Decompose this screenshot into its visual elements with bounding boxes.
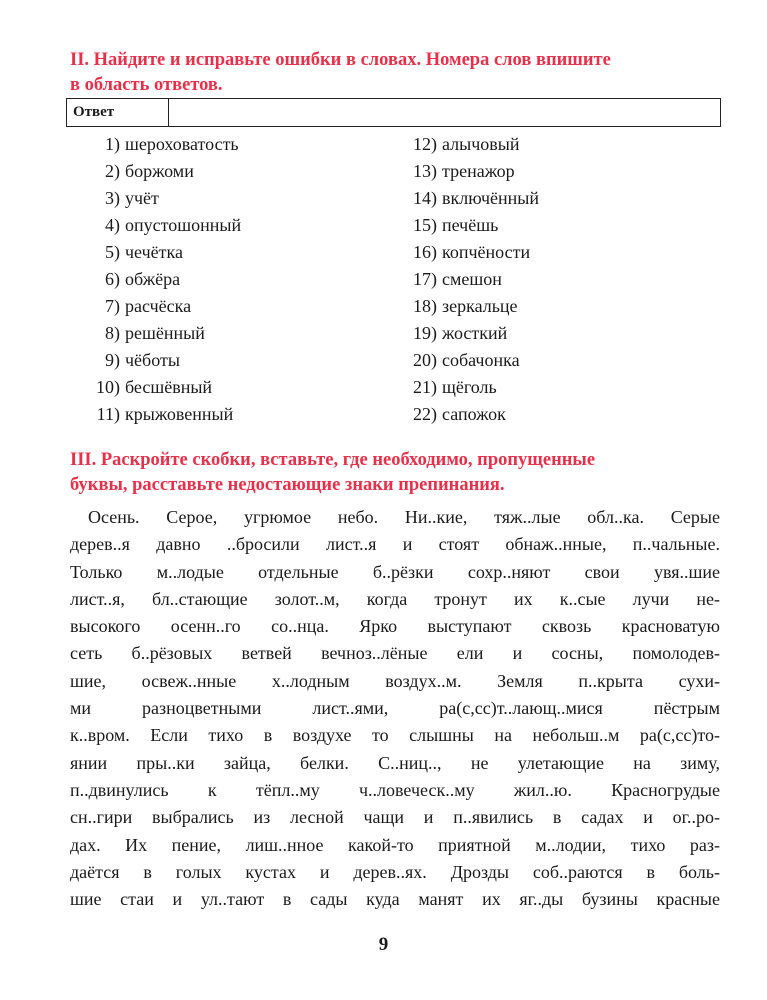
list-item: 17) смешон	[395, 266, 539, 293]
title-line: II. Найдите и исправьте ошибки в словах.…	[70, 50, 611, 70]
exercise-text: Осень. Серое, угрюмое небо. Ни..кие, тяж…	[70, 504, 720, 913]
list-item: 13) тренажор	[395, 158, 539, 185]
item-word: опустошонный	[125, 215, 242, 235]
answer-label: Ответ	[67, 99, 169, 126]
page-number: 9	[378, 934, 389, 956]
item-number: 17)	[413, 269, 437, 289]
item-word: смешон	[442, 269, 502, 289]
item-word: зеркальце	[442, 296, 518, 316]
title-line: буквы, расставьте недостающие знаки преп…	[70, 475, 505, 495]
list-item: 11) крыжовенный	[70, 401, 395, 428]
text-line: дах. Их пение, лиш..нное какой-то приятн…	[70, 834, 720, 855]
text-line: лист..я, бл..стающие золот..м, когда тро…	[70, 588, 720, 609]
page: II. Найдите и исправьте ошибки в словах.…	[0, 48, 767, 956]
text-line: сн..гири выбрались из лесной чащи и п..я…	[70, 807, 720, 828]
item-word: крыжовенный	[125, 404, 234, 424]
item-number: 11)	[96, 404, 120, 424]
text-line: ми разноцветными лист..ями, ра(с,сс)т..л…	[70, 698, 720, 719]
item-number: 10)	[96, 377, 120, 397]
item-word: чёботы	[125, 350, 180, 370]
item-number: 20)	[413, 350, 437, 370]
item-word: решённый	[125, 323, 205, 343]
text-line: п..двинулись к тёпл..му ч..ловеческ..му …	[70, 779, 720, 800]
title-line: в область ответов.	[70, 75, 223, 95]
answer-box: Ответ	[66, 98, 721, 127]
list-item: 16) копчёности	[395, 239, 539, 266]
list-item: 7) расчёска	[70, 293, 395, 320]
item-word: печёшь	[442, 215, 499, 235]
text-line: Осень. Серое, угрюмое небо. Ни..кие, тяж…	[88, 507, 720, 527]
section-3-title: III. Раскройте скобки, вставьте, где нео…	[70, 448, 725, 498]
text-line: янии пры..ки зайца, белки. С..ниц.., не …	[70, 752, 720, 773]
item-number: 5)	[105, 242, 120, 262]
text-line: высокого осенн..го со..нца. Ярко выступа…	[70, 616, 720, 637]
item-number: 19)	[413, 323, 437, 343]
list-item: 3) учёт	[70, 185, 395, 212]
item-number: 16)	[413, 242, 437, 262]
item-number: 6)	[105, 269, 120, 289]
text-line: сеть б..рёзовых ветвей вечноз..лёные ели…	[70, 643, 720, 664]
list-item: 15) печёшь	[395, 212, 539, 239]
item-number: 9)	[105, 350, 120, 370]
list-item: 14) включённый	[395, 185, 539, 212]
item-number: 18)	[413, 296, 437, 316]
item-word: бесшёвный	[125, 377, 213, 397]
list-item: 20) собачонка	[395, 347, 539, 374]
item-number: 15)	[413, 215, 437, 235]
text-line: Только м..лодые отдельные б..рёзки сохр.…	[70, 561, 720, 582]
list-item: 8) решённый	[70, 320, 395, 347]
list-item: 4) опустошонный	[70, 212, 395, 239]
item-word: расчёска	[125, 296, 192, 316]
list-item: 6) обжёра	[70, 266, 395, 293]
word-list-left: 1) шероховатость 2) боржоми 3) учёт 4) опустошо…	[70, 131, 395, 428]
list-item: 5) чечётка	[70, 239, 395, 266]
section-2-title: II. Найдите и исправьте ошибки в словах.…	[70, 48, 725, 98]
item-word: учёт	[125, 188, 159, 208]
list-item: 22) сапожок	[395, 401, 539, 428]
word-list-right: 12) алычовый 13) тренажор 14) включённый 15) пе…	[395, 131, 539, 428]
list-item: 1) шероховатость	[70, 131, 395, 158]
item-number: 2)	[105, 161, 120, 181]
item-word: щёголь	[442, 377, 497, 397]
item-word: алычовый	[442, 134, 520, 154]
item-number: 13)	[413, 161, 437, 181]
list-item: 19) жосткий	[395, 320, 539, 347]
list-item: 10) бесшёвный	[70, 374, 395, 401]
item-number: 12)	[413, 134, 437, 154]
item-word: сапожок	[442, 404, 506, 424]
item-number: 21)	[413, 377, 437, 397]
list-item: 12) алычовый	[395, 131, 539, 158]
item-number: 7)	[105, 296, 120, 316]
text-line: шие, освеж..нные х..лодным воздух..м. Зе…	[70, 670, 720, 691]
item-word: собачонка	[442, 350, 520, 370]
list-item: 9) чёботы	[70, 347, 395, 374]
item-word: обжёра	[125, 269, 181, 289]
item-word: копчёности	[442, 242, 531, 262]
item-word: жосткий	[442, 323, 508, 343]
answer-field[interactable]	[169, 99, 720, 126]
list-item: 18) зеркальце	[395, 293, 539, 320]
item-word: тренажор	[442, 161, 515, 181]
text-line: к..вром. Если тихо в воздухе то слышны н…	[70, 725, 720, 746]
list-item: 2) боржоми	[70, 158, 395, 185]
item-number: 8)	[105, 323, 120, 343]
word-lists: 1) шероховатость 2) боржоми 3) учёт 4) опустошо…	[0, 131, 767, 428]
list-item: 21) щёголь	[395, 374, 539, 401]
item-number: 3)	[105, 188, 120, 208]
item-word: боржоми	[125, 161, 194, 181]
item-number: 1)	[105, 134, 120, 154]
item-number: 22)	[413, 404, 437, 424]
text-line: дерев..я давно ..бросили лист..я и стоят…	[70, 534, 720, 555]
item-word: шероховатость	[125, 134, 239, 154]
item-word: включённый	[442, 188, 540, 208]
item-number: 14)	[413, 188, 437, 208]
item-number: 4)	[105, 215, 120, 235]
item-word: чечётка	[125, 242, 183, 262]
text-line: шие стаи и ул..тают в сады куда манят их…	[70, 889, 720, 910]
text-line: даётся в голых кустах и дерев..ях. Дрозд…	[70, 861, 720, 882]
title-line: III. Раскройте скобки, вставьте, где нео…	[70, 450, 596, 470]
